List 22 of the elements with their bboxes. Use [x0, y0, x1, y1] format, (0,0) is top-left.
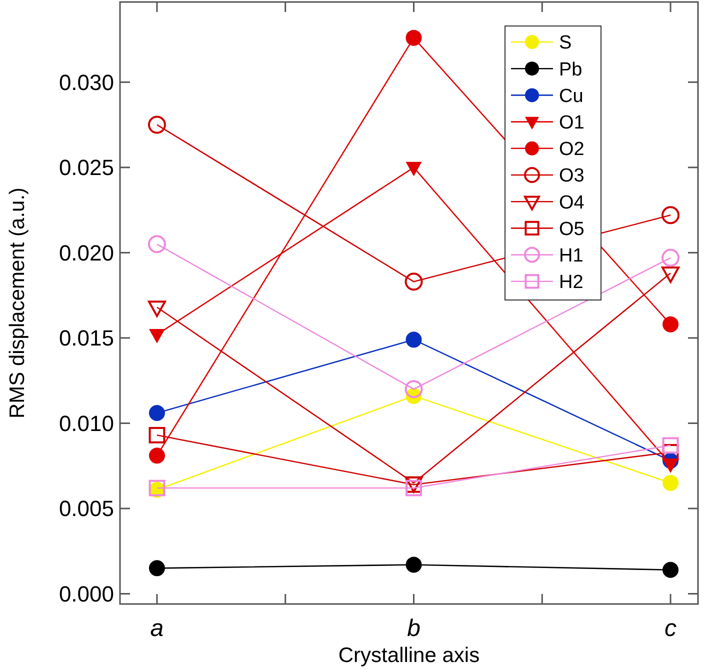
- legend-label: O3: [559, 166, 584, 187]
- y-axis-title: RMS displacement (a.u.): [6, 187, 29, 419]
- x-tick-label: c: [664, 615, 677, 642]
- legend-label: O1: [559, 112, 584, 134]
- legend-label: Pb: [559, 59, 582, 80]
- y-tick-label: 0.020: [58, 240, 114, 266]
- x-axis-title: Crystalline axis: [338, 644, 480, 667]
- legend-label: H2: [559, 272, 584, 294]
- y-tick-label: 0.015: [58, 326, 114, 351]
- y-tick-label: 0.010: [58, 410, 114, 436]
- legend-label: H1: [559, 245, 584, 266]
- x-tick-label: b: [407, 615, 420, 642]
- legend-label: O4: [559, 192, 585, 214]
- legend-label: O2: [559, 139, 584, 160]
- legend-label: Cu: [559, 86, 584, 107]
- y-tick-label: 0.025: [58, 155, 114, 180]
- legend-label: S: [559, 32, 572, 54]
- y-tick-label: 0.005: [58, 496, 114, 522]
- y-tick-label: 0.030: [58, 70, 114, 95]
- legend-label: O5: [559, 218, 584, 240]
- x-tick-label: a: [150, 615, 164, 642]
- y-tick-label: 0.000: [58, 581, 114, 606]
